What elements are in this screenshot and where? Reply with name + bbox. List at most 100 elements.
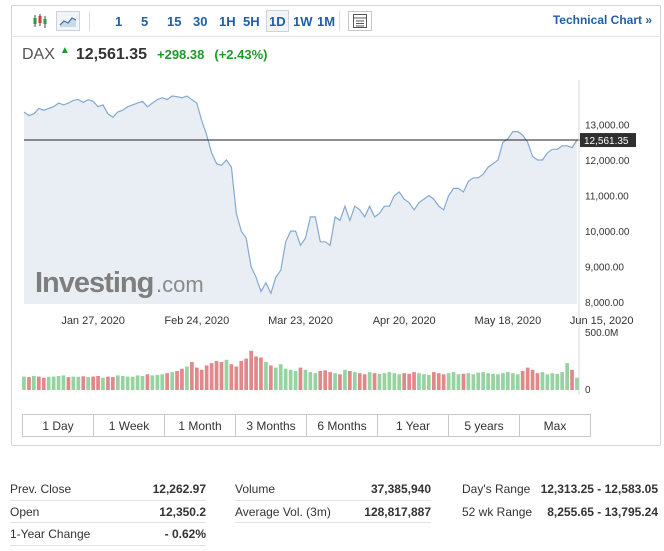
table-icon[interactable] <box>348 11 372 31</box>
volume-bar <box>496 374 500 390</box>
volume-bar <box>195 367 199 390</box>
range-6-months-button[interactable]: 6 Months <box>307 415 378 436</box>
area-chart-icon[interactable] <box>56 11 80 31</box>
volume-bar <box>130 376 135 390</box>
volume-zero-label: 0 <box>585 385 591 396</box>
volume-bar <box>150 375 155 390</box>
stat-label: 52 wk Range <box>462 504 533 519</box>
volume-bar <box>338 374 342 390</box>
time-range-selector: 1 Day 1 Week 1 Month 3 Months 6 Months 1 Year… <box>22 414 591 437</box>
volume-bar <box>476 372 481 390</box>
volume-bar <box>570 369 574 390</box>
volume-bar <box>66 377 71 390</box>
y-tick-label: 11,000.00 <box>585 192 629 203</box>
chart-toolbar: 1 5 15 30 1H 5H 1D 1W 1M Technical Chart » <box>12 6 660 37</box>
stat-value: 12,313.25 - 12,583.05 <box>540 482 658 496</box>
y-tick-label: 9,000.00 <box>585 263 624 274</box>
volume-bar <box>116 375 120 390</box>
volume-bar <box>318 371 323 390</box>
volume-bar <box>204 365 209 390</box>
volume-bar <box>397 374 402 390</box>
volume-bar <box>491 373 495 390</box>
stat-row: Volume 37,385,940 <box>235 478 431 501</box>
volume-bar <box>515 374 520 390</box>
x-tick-label: Jun 15, 2020 <box>570 315 634 327</box>
volume-bar <box>436 373 441 390</box>
interval-1h-button[interactable]: 1H <box>219 13 236 29</box>
volume-bar <box>135 375 140 390</box>
volume-bar <box>209 363 214 390</box>
range-1-year-button[interactable]: 1 Year <box>378 415 449 436</box>
stat-row: Prev. Close 12,262.97 <box>10 478 206 501</box>
interval-5h-button[interactable]: 5H <box>243 13 260 29</box>
up-arrow-icon: ▲ <box>59 45 70 56</box>
volume-bar <box>501 373 505 390</box>
volume-bar <box>520 371 525 390</box>
interval-1-button[interactable]: 1 <box>115 13 123 29</box>
interval-1m-button[interactable]: 1M <box>317 13 336 29</box>
volume-bar <box>530 369 535 390</box>
volume-bar <box>417 373 421 390</box>
volume-bar <box>486 373 490 390</box>
interval-5-button[interactable]: 5 <box>141 13 149 29</box>
volume-bar <box>37 376 41 390</box>
volume-bar <box>239 360 244 390</box>
watermark-brand: Investing <box>35 267 153 299</box>
volume-bar <box>190 362 194 390</box>
interval-30-button[interactable]: 30 <box>193 13 208 29</box>
interval-15-button[interactable]: 15 <box>167 13 182 29</box>
volume-bar <box>343 369 347 390</box>
y-tick-label: 8,000.00 <box>585 298 624 309</box>
volume-bar <box>451 372 456 390</box>
quote-header: DAX ▲ 12,561.35 +298.38 (+2.43%) <box>22 45 267 68</box>
x-tick-label: Mar 23, 2020 <box>268 315 333 327</box>
volume-bar <box>545 374 550 390</box>
interval-1w-button[interactable]: 1W <box>293 13 313 29</box>
volume-bar <box>165 373 169 390</box>
stat-label: Volume <box>235 482 276 496</box>
range-3-months-button[interactable]: 3 Months <box>236 415 307 436</box>
volume-bar <box>76 376 81 390</box>
volume-bar <box>372 373 377 390</box>
range-1-month-button[interactable]: 1 Month <box>165 415 236 436</box>
volume-bar <box>125 376 130 390</box>
interval-1d-button[interactable]: 1D <box>266 10 289 32</box>
volume-bar <box>382 373 387 390</box>
y-tick-label: 13,000.00 <box>585 120 630 131</box>
stat-label: Average Vol. (3m) <box>235 504 331 519</box>
volume-bar <box>27 377 31 390</box>
volume-bar <box>199 369 204 390</box>
volume-bar <box>224 359 229 390</box>
volume-bar <box>185 366 189 390</box>
x-tick-label: Feb 24, 2020 <box>164 315 229 327</box>
price-chart[interactable]: Investing .com 13,000.00 12,000.00 11,000.… <box>0 0 664 414</box>
volume-bar <box>412 372 416 390</box>
range-max-button[interactable]: Max <box>543 418 567 433</box>
watermark-suffix: .com <box>156 272 204 297</box>
volume-bar <box>353 372 357 390</box>
technical-chart-link[interactable]: Technical Chart » <box>552 13 652 27</box>
stats-column-3: Day's Range 12,313.25 - 12,583.05 52 wk Ra… <box>462 478 658 523</box>
volume-bar <box>234 366 239 390</box>
range-1-day-button[interactable]: 1 Day <box>23 415 94 436</box>
volume-bar <box>367 372 372 390</box>
last-price: 12,561.35 <box>75 46 147 63</box>
candlestick-icon[interactable] <box>28 11 52 31</box>
volume-bar <box>333 373 337 390</box>
stat-label: 1-Year Change <box>10 527 91 541</box>
volume-bar <box>214 360 219 390</box>
x-tick-label: May 18, 2020 <box>475 315 542 327</box>
volume-bar <box>288 369 293 390</box>
volume-bar <box>259 357 263 390</box>
range-5-years-button[interactable]: 5 years <box>449 415 520 436</box>
stat-value: 12,262.97 <box>152 482 206 496</box>
current-price-tag <box>580 133 636 148</box>
volume-bar <box>535 373 540 390</box>
stat-row: Open 12,350.2 <box>10 501 206 523</box>
range-1-week-button[interactable]: 1 Week <box>94 415 165 436</box>
price-line <box>23 95 578 295</box>
volume-bar <box>481 372 485 390</box>
volume-bar <box>56 376 61 390</box>
toolbar-divider <box>89 11 90 31</box>
stat-value: 128,817,887 <box>364 504 431 519</box>
